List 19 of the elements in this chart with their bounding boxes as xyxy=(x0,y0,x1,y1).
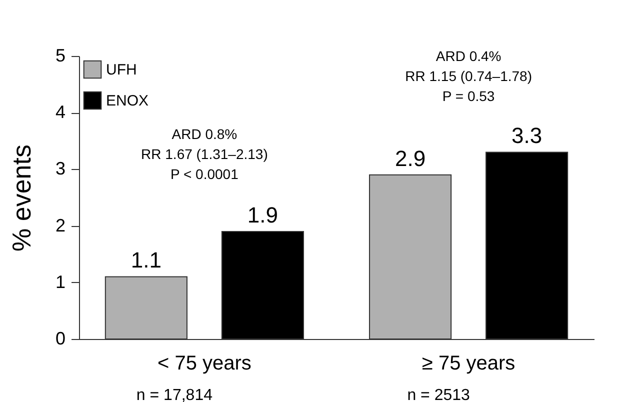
y-tick-label: 4 xyxy=(55,102,66,122)
x-tick-label: < 75 years xyxy=(157,352,252,374)
legend-label: ENOX xyxy=(106,92,149,110)
text: n = 17,814 xyxy=(136,387,213,402)
y-tick-label: 2 xyxy=(55,215,66,236)
y-axis-title: % events xyxy=(6,144,36,252)
annotation: ARD 0.8% RR 1.67 (1.31–2.13) P < 0.0001 xyxy=(141,126,268,182)
data-label: 3.3 xyxy=(512,123,542,148)
annotation: ARD 0.4% RR 1.15 (0.74–1.78) P = 0.53 xyxy=(405,48,532,104)
y-tick-label: 0 xyxy=(55,328,66,348)
data-label: 2.9 xyxy=(394,146,426,171)
data-label: 1.9 xyxy=(247,202,278,228)
legend-label: UFH xyxy=(106,62,137,78)
y-tick-label: 3 xyxy=(55,158,66,179)
y-tick-label: 5 xyxy=(55,46,66,66)
y-tick-label: 1 xyxy=(55,272,66,292)
text: n = 2513 xyxy=(407,387,470,402)
data-label: 1.1 xyxy=(130,248,162,273)
x-tick-label: ≥ 75 years xyxy=(422,352,516,374)
